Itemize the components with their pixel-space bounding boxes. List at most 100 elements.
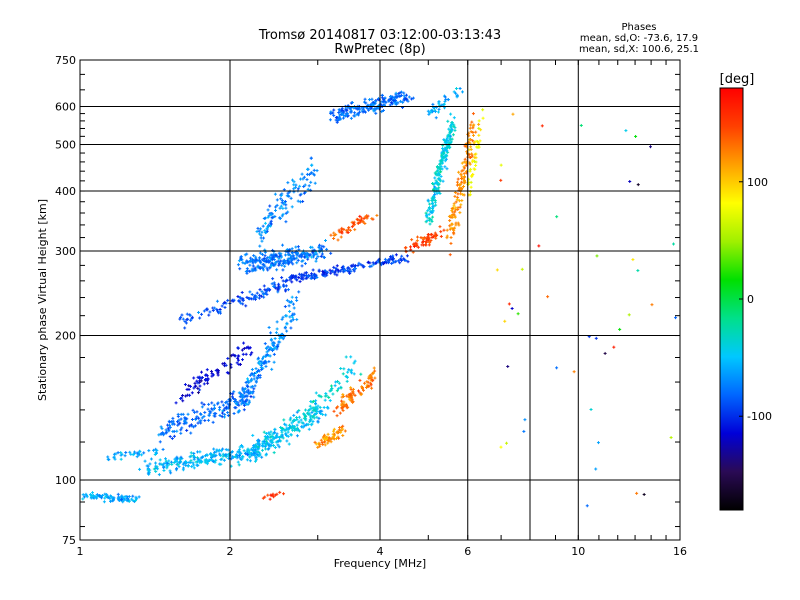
data-point xyxy=(183,383,187,387)
data-point xyxy=(221,362,225,366)
data-point xyxy=(327,436,331,440)
data-point xyxy=(631,258,635,262)
data-point xyxy=(188,424,192,428)
data-point xyxy=(131,453,135,457)
data-point xyxy=(192,466,196,470)
data-point xyxy=(301,425,305,429)
data-point xyxy=(195,410,199,414)
data-point xyxy=(283,429,287,433)
data-point xyxy=(265,292,269,296)
data-point xyxy=(191,454,195,458)
data-point xyxy=(322,437,326,441)
data-point xyxy=(244,402,248,406)
data-point xyxy=(505,441,509,445)
data-point xyxy=(457,170,461,174)
data-point xyxy=(185,417,189,421)
chart-title: Tromsø 20140817 03:12:00-03:13:43 xyxy=(230,28,530,43)
data-point xyxy=(97,494,101,498)
data-point xyxy=(267,325,271,329)
data-point xyxy=(191,461,195,465)
x-tick-label: 10 xyxy=(571,545,585,558)
data-point xyxy=(189,451,193,455)
data-point xyxy=(281,243,285,247)
data-point xyxy=(474,163,478,167)
data-point xyxy=(374,111,378,115)
data-point xyxy=(340,399,344,403)
data-point xyxy=(275,268,279,272)
data-point xyxy=(316,419,320,423)
data-point xyxy=(555,215,559,219)
data-point xyxy=(241,261,245,265)
data-point xyxy=(183,319,187,323)
data-point xyxy=(290,247,294,251)
data-point xyxy=(266,268,270,272)
data-point xyxy=(231,397,235,401)
data-point xyxy=(315,252,319,256)
data-point xyxy=(181,399,185,403)
data-point xyxy=(221,447,225,451)
data-point xyxy=(452,204,456,208)
colorbar-tick-label: -100 xyxy=(747,410,772,423)
data-point xyxy=(276,287,280,291)
data-point xyxy=(124,451,128,455)
data-point xyxy=(159,425,163,429)
data-point xyxy=(295,434,299,438)
data-point xyxy=(216,402,220,406)
data-point xyxy=(209,410,213,414)
data-point xyxy=(349,393,353,397)
data-point xyxy=(451,133,455,137)
data-point xyxy=(226,406,230,410)
data-point xyxy=(100,496,104,500)
data-point xyxy=(193,410,197,414)
data-point xyxy=(155,448,159,452)
data-point xyxy=(404,246,408,250)
data-point xyxy=(198,461,202,465)
data-point xyxy=(241,298,245,302)
data-points xyxy=(81,87,678,508)
data-point xyxy=(303,262,307,266)
data-point xyxy=(236,295,240,299)
data-point xyxy=(441,179,445,183)
data-point xyxy=(424,243,428,247)
data-point xyxy=(213,414,217,418)
data-point xyxy=(246,388,250,392)
data-point xyxy=(522,429,526,433)
data-point xyxy=(278,435,282,439)
data-point xyxy=(120,494,124,498)
data-point xyxy=(312,399,316,403)
data-point xyxy=(268,204,272,208)
data-point xyxy=(284,432,288,436)
data-point xyxy=(340,405,344,409)
data-point xyxy=(455,180,459,184)
data-point xyxy=(469,185,473,189)
data-point xyxy=(254,455,258,459)
data-point xyxy=(295,318,299,322)
data-point xyxy=(319,438,323,442)
data-point xyxy=(198,388,202,392)
data-point xyxy=(236,263,240,267)
data-point xyxy=(292,312,296,316)
data-point xyxy=(186,464,190,468)
data-point xyxy=(135,455,139,459)
data-point xyxy=(116,451,120,455)
data-point xyxy=(241,302,245,306)
data-point xyxy=(247,449,251,453)
data-point xyxy=(152,467,156,471)
data-point xyxy=(123,454,127,458)
data-point xyxy=(257,296,261,300)
data-point xyxy=(284,423,288,427)
data-point xyxy=(168,469,172,473)
data-point xyxy=(454,87,458,91)
data-point xyxy=(287,304,291,308)
data-point xyxy=(262,439,266,443)
data-point xyxy=(233,406,237,410)
data-point xyxy=(196,381,200,385)
data-point xyxy=(324,239,328,243)
data-point xyxy=(251,433,255,437)
data-point xyxy=(477,122,481,126)
data-point xyxy=(315,408,319,412)
data-point xyxy=(469,147,473,151)
data-point xyxy=(207,313,211,317)
data-point xyxy=(363,381,367,385)
